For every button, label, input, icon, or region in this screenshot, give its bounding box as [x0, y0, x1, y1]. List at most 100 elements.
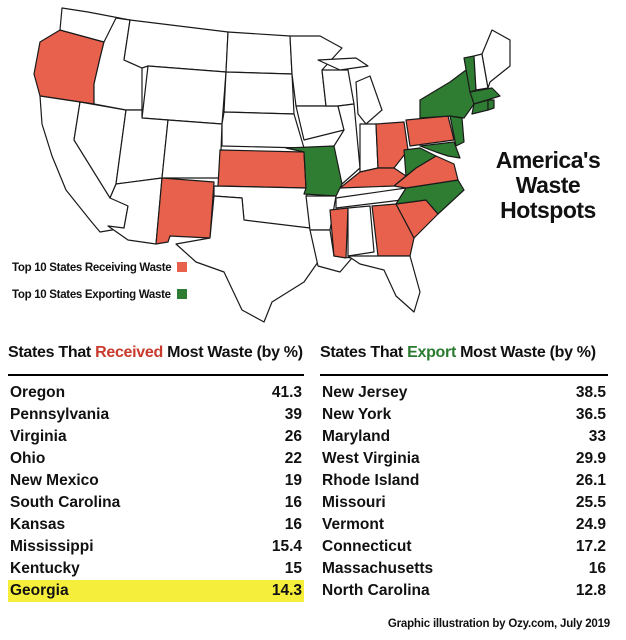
received-title-pre: States That: [8, 344, 96, 361]
received-row-state: Oregon: [10, 384, 66, 401]
received-row: Georgia 14.3: [8, 580, 304, 602]
state-rhode-island: [487, 99, 495, 111]
state-north-dakota: [225, 31, 293, 75]
headline-line-1: America's: [495, 147, 601, 173]
state-texas: [175, 195, 319, 323]
state-massachusetts: [469, 87, 501, 105]
state-indiana: [359, 123, 379, 173]
export-row-value: 36.5: [575, 406, 606, 423]
received-row: Mississippi 15.4: [8, 536, 304, 558]
received-row-state: Kansas: [10, 516, 66, 533]
received-row-value: 15: [284, 560, 302, 577]
received-row-state: Ohio: [10, 450, 46, 467]
received-row-value: 39: [284, 406, 302, 423]
export-row: Rhode Island 26.1: [320, 470, 608, 492]
export-row-state: Rhode Island: [322, 472, 420, 489]
export-row-value: 12.8: [575, 582, 606, 599]
received-row-value: 22: [284, 450, 302, 467]
export-row-state: Missouri: [322, 494, 386, 511]
state-pennsylvania: [405, 115, 455, 147]
headline-line-3: Hotspots: [500, 197, 596, 223]
received-row: Kentucky 15: [8, 558, 304, 580]
export-title-highlight: Export: [407, 344, 456, 361]
export-row-value: 24.9: [575, 516, 606, 533]
state-new-york: [419, 69, 475, 119]
received-table-rule: [8, 374, 304, 376]
received-title-highlight: Received: [95, 344, 163, 361]
export-row-state: Connecticut: [322, 538, 412, 555]
received-row-value: 14.3: [271, 582, 302, 599]
received-row-value: 41.3: [271, 384, 302, 401]
export-title-pre: States That: [320, 344, 408, 361]
legend-receiving-label: Top 10 States Receiving Waste: [12, 262, 172, 274]
export-table-rule: [320, 374, 608, 376]
legend-exporting-label: Top 10 States Exporting Waste: [12, 289, 171, 301]
received-row: Oregon 41.3: [8, 382, 304, 404]
export-row-value: 16: [588, 560, 606, 577]
export-row: Massachusetts 16: [320, 558, 608, 580]
received-row-state: Kentucky: [10, 560, 80, 577]
export-row-state: New York: [322, 406, 392, 423]
state-alabama: [347, 205, 375, 257]
received-row-state: Georgia: [10, 582, 69, 599]
export-row: West Virginia 29.9: [320, 448, 608, 470]
state-nebraska: [221, 111, 305, 149]
export-row-value: 38.5: [575, 384, 606, 401]
state-ohio: [375, 121, 409, 169]
received-row-value: 15.4: [271, 538, 302, 555]
export-row: North Carolina 12.8: [320, 580, 608, 602]
received-row-state: Pennsylvania: [10, 406, 110, 423]
state-michigan: [355, 75, 383, 125]
state-montana: [123, 19, 229, 73]
received-row-value: 26: [284, 428, 302, 445]
legend-exporting: Top 10 States Exporting Waste: [12, 289, 187, 301]
received-row-value: 19: [284, 472, 302, 489]
received-row: Pennsylvania 39: [8, 404, 304, 426]
state-colorado: [161, 119, 223, 179]
us-map: [33, 7, 511, 323]
received-row: Ohio 22: [8, 448, 304, 470]
export-rows: New Jersey 38.5 New York 36.5 Maryland 33 West…: [320, 382, 608, 602]
state-west-virginia: [403, 147, 437, 177]
received-table-title: States That Received Most Waste (by %): [8, 344, 304, 370]
state-michigan-up: [317, 57, 369, 71]
state-wisconsin: [321, 69, 355, 107]
state-georgia: [371, 203, 415, 257]
received-row: South Carolina 16: [8, 492, 304, 514]
received-row-state: New Mexico: [10, 472, 99, 489]
state-new-mexico: [155, 177, 215, 245]
export-row-state: New Jersey: [322, 384, 408, 401]
state-mississippi: [329, 207, 349, 259]
received-row: New Mexico 19: [8, 470, 304, 492]
credit-line: Graphic illustration by Ozy.com, July 20…: [387, 618, 610, 630]
received-row-value: 16: [284, 494, 302, 511]
received-row: Kansas 16: [8, 514, 304, 536]
export-row: Missouri 25.5: [320, 492, 608, 514]
map-headline: America's Waste Hotspots: [478, 148, 618, 223]
export-row-value: 25.5: [575, 494, 606, 511]
legend-receiving: Top 10 States Receiving Waste: [12, 262, 188, 274]
state-florida: [347, 255, 421, 313]
state-wyoming: [141, 65, 227, 125]
received-table: States That Received Most Waste (by %) O…: [8, 344, 304, 602]
state-maine: [481, 29, 511, 89]
export-table-title: States That Export Most Waste (by %): [320, 344, 608, 370]
export-row: Maryland 33: [320, 426, 608, 448]
export-row-value: 29.9: [575, 450, 606, 467]
headline-line-2: Waste: [515, 172, 581, 198]
export-row-state: Massachusetts: [322, 560, 434, 577]
state-kansas: [217, 149, 307, 189]
export-row-state: Maryland: [322, 428, 391, 445]
export-title-post: Most Waste (by %): [455, 344, 596, 361]
export-table: States That Export Most Waste (by %) New…: [320, 344, 608, 602]
export-row: Connecticut 17.2: [320, 536, 608, 558]
export-row-value: 33: [588, 428, 606, 445]
received-row-value: 16: [284, 516, 302, 533]
received-title-post: Most Waste (by %): [162, 344, 303, 361]
state-maryland: [419, 141, 461, 159]
received-row-state: South Carolina: [10, 494, 121, 511]
export-row: New York 36.5: [320, 404, 608, 426]
export-row-value: 26.1: [575, 472, 606, 489]
state-illinois: [333, 103, 361, 185]
export-row: New Jersey 38.5: [320, 382, 608, 404]
